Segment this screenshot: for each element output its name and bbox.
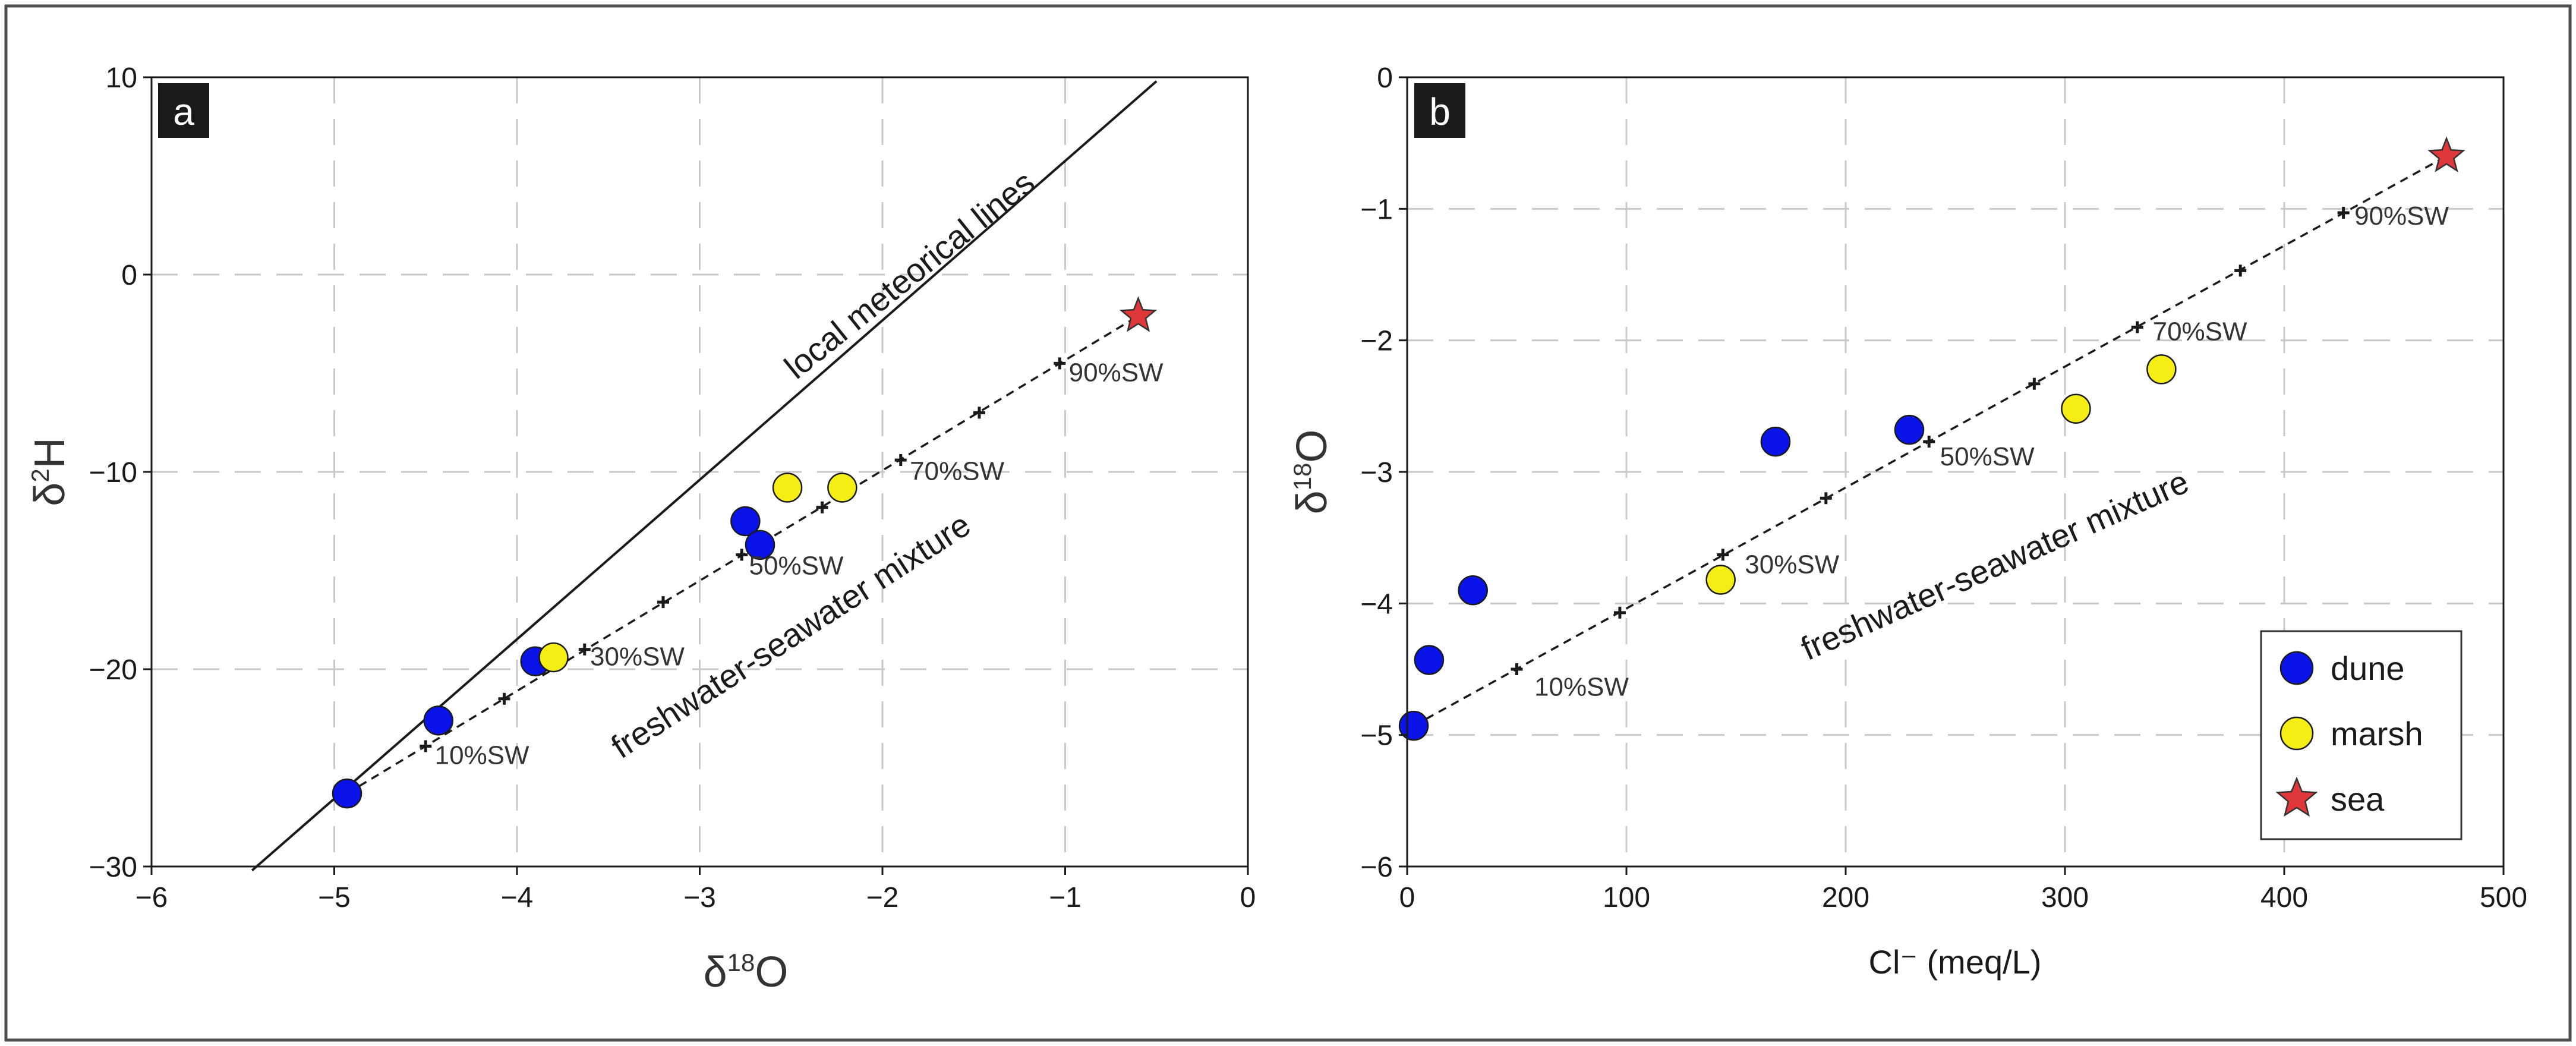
meteoric-line: [251, 80, 1158, 872]
mixing-tick: [1613, 606, 1626, 619]
legend-dune-marker: [2279, 651, 2314, 685]
mixing-tick: [2131, 321, 2143, 333]
panel-a-y-ticks: −30 −20 −10 0 10: [89, 62, 152, 883]
dune-point: [332, 778, 362, 809]
y-tick-label: −4: [1360, 588, 1393, 620]
panel-a-letter-box: [158, 83, 209, 138]
panel-b-x-ticks: 0 100 200 300 400 500: [1399, 867, 2527, 913]
marsh-point: [1705, 565, 1736, 595]
x-tick-label: 100: [1603, 882, 1650, 913]
x-tick-label: −4: [501, 882, 534, 913]
mixing-tick: [498, 692, 510, 705]
mixing-tick: [736, 549, 748, 561]
mixing-tick: [1511, 663, 1523, 675]
x-tick-label: −2: [866, 882, 899, 913]
y-tick-label: −20: [89, 654, 137, 686]
percent-seawater-label: 10%SW: [435, 741, 529, 770]
mixing-tick: [894, 454, 907, 467]
dune-point: [1894, 414, 1925, 445]
panel-a-x-ticks: −6 −5 −4 −3 −2 −1 0: [135, 867, 1256, 913]
x-tick-label: 0: [1399, 882, 1415, 913]
marsh-point: [772, 472, 803, 503]
panel-b-annotations: 10%SW 30%SW 50%SW 70%SW 90%SW: [1534, 201, 2449, 701]
y-tick-label: −10: [89, 457, 137, 489]
y-tick-label: 0: [121, 260, 137, 291]
percent-seawater-label: 30%SW: [1745, 550, 1839, 579]
x-tick-label: 0: [1240, 882, 1256, 913]
panel-b-letter-box: [1414, 83, 1465, 138]
mixing-tick: [2337, 206, 2350, 219]
mixing-tick: [2234, 264, 2247, 277]
panel-a-annotations: 10%SW 30%SW 50%SW 70%SW 90%SW: [435, 358, 1164, 770]
y-tick-label: 0: [1377, 62, 1393, 94]
panel-a-letter: a: [173, 90, 194, 133]
x-tick-label: 200: [1822, 882, 1869, 913]
legend-marsh-label: marsh: [2331, 715, 2423, 752]
x-tick-label: −5: [318, 882, 351, 913]
dune-point: [745, 530, 775, 560]
percent-seawater-label: 30%SW: [590, 642, 685, 671]
sea-point: [2427, 136, 2465, 172]
mixing-tick: [973, 407, 985, 419]
x-tick-label: −1: [1049, 882, 1082, 913]
mixing-tick: [1717, 549, 1729, 561]
mixing-tick: [1923, 436, 1935, 448]
mixing-tick: [1820, 492, 1832, 505]
y-tick-label: −3: [1360, 457, 1393, 489]
legend-sea-label: sea: [2331, 780, 2385, 818]
percent-seawater-label: 90%SW: [2354, 201, 2449, 231]
marsh-point: [538, 642, 569, 673]
mixing-tick: [1054, 357, 1066, 370]
panel-a-grid: [152, 77, 1248, 867]
percent-seawater-label: 10%SW: [1534, 672, 1629, 701]
sea-point: [1119, 296, 1158, 332]
panel-a-points: [332, 296, 1158, 809]
y-tick-label: 10: [106, 62, 137, 94]
panel-b-x-axis-title: Cl⁻ (meq/L): [1869, 943, 2042, 981]
panel-b-y-ticks: −6 −5 −4 −3 −2 −1 0: [1360, 62, 1407, 883]
panel-b-grid: [1407, 77, 2504, 867]
y-tick-label: −30: [89, 852, 137, 883]
x-tick-label: 300: [2041, 882, 2089, 913]
x-tick-label: 500: [2480, 882, 2527, 913]
dune-point: [1760, 426, 1791, 457]
y-tick-label: −2: [1360, 326, 1393, 357]
y-tick-label: −5: [1360, 720, 1393, 752]
mixing-tick: [657, 596, 669, 609]
x-tick-label: −3: [683, 882, 716, 913]
mixing-tick: [578, 643, 591, 656]
panel-b-mixing-ticks: [1511, 206, 2350, 675]
dune-point: [730, 506, 761, 537]
percent-seawater-label: 70%SW: [2153, 317, 2247, 346]
panel-a-mixing-ticks: [420, 357, 1066, 752]
legend-sea-marker: [2275, 776, 2318, 817]
figure-frame: [4, 4, 2572, 1042]
x-tick-label: −6: [135, 882, 168, 913]
marsh-point: [827, 472, 857, 503]
dune-point: [1414, 645, 1445, 675]
legend-marsh-marker: [2279, 716, 2314, 751]
y-tick-label: −1: [1360, 194, 1393, 225]
percent-seawater-label: 70%SW: [910, 456, 1004, 486]
dune-point: [1458, 575, 1488, 606]
percent-seawater-label: 90%SW: [1069, 358, 1164, 387]
mixing-tick: [420, 740, 432, 752]
marsh-point: [2146, 354, 2177, 385]
percent-seawater-label: 50%SW: [749, 552, 844, 581]
percent-seawater-label: 50%SW: [1940, 442, 2035, 471]
dune-point: [423, 705, 454, 736]
mixing-tick: [816, 501, 828, 513]
panel-b-letter: b: [1429, 90, 1451, 133]
y-tick-label: −6: [1360, 852, 1393, 883]
x-tick-label: 400: [2260, 882, 2308, 913]
legend: dune marsh sea: [2260, 630, 2463, 840]
mixing-tick: [2028, 377, 2041, 390]
marsh-point: [2061, 393, 2091, 424]
legend-dune-label: dune: [2331, 650, 2405, 687]
